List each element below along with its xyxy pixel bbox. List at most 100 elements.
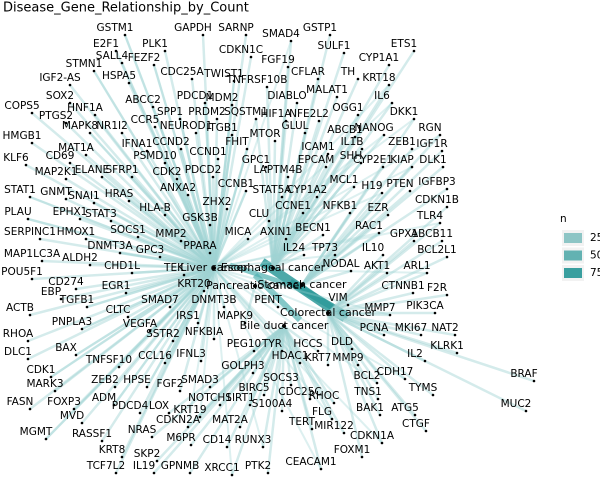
- gene-label: BIRC5: [238, 382, 269, 394]
- edge: [271, 166, 328, 269]
- gene-label: PLAU: [4, 206, 31, 218]
- edge: [327, 311, 426, 363]
- gene-label: CDKN2A: [156, 414, 201, 426]
- gene-node: [155, 459, 159, 463]
- gene-label: TH: [340, 66, 355, 78]
- gene-node: [284, 119, 288, 123]
- heavy-edge: [229, 262, 291, 288]
- edge: [243, 285, 257, 324]
- gene-label: ABCB1: [327, 124, 362, 136]
- edge: [301, 166, 444, 286]
- edge: [301, 190, 411, 286]
- gene-label: MGMT: [20, 426, 53, 438]
- disease-label: Bile duct cancer: [240, 319, 329, 332]
- edge: [301, 254, 336, 286]
- edge: [81, 267, 215, 424]
- gene-node: [148, 329, 152, 333]
- edge: [326, 312, 360, 366]
- gene-node: [386, 213, 390, 217]
- edge: [114, 267, 215, 388]
- edge: [213, 238, 249, 269]
- edge: [153, 64, 215, 269]
- gene-node: [127, 81, 131, 85]
- gene-node: [130, 271, 134, 275]
- edge: [137, 235, 215, 270]
- gene-node: [64, 177, 68, 181]
- gene-label: TERT: [288, 416, 316, 428]
- gene-node: [208, 385, 212, 389]
- gene-label: CDC25C: [278, 386, 321, 398]
- gene-node: [265, 85, 269, 89]
- edge: [301, 148, 413, 286]
- gene-label: MALAT1: [306, 84, 348, 96]
- edge: [327, 293, 448, 315]
- gene-node: [44, 437, 48, 441]
- gene-label: GPNMB: [161, 460, 200, 472]
- edge: [125, 266, 215, 295]
- edge: [60, 266, 215, 301]
- gene-node: [158, 255, 162, 259]
- gene-node: [120, 61, 124, 65]
- edge: [199, 267, 215, 418]
- edge: [238, 325, 286, 428]
- gene-label: NRAS: [128, 424, 157, 436]
- edge: [213, 102, 393, 269]
- gene-node: [356, 77, 360, 81]
- gene-node: [74, 287, 78, 291]
- gene-label: CYP2E1: [353, 154, 393, 166]
- gene-label: COPS5: [4, 100, 39, 112]
- gene-label: CDKN1B: [415, 194, 459, 206]
- edge: [271, 96, 339, 269]
- edge: [213, 190, 247, 269]
- gene-node: [261, 445, 265, 449]
- edge: [271, 52, 346, 269]
- edge: [327, 271, 388, 315]
- edge: [327, 240, 415, 314]
- gene-label: CHD1L: [104, 260, 140, 272]
- gene-label: FHIT: [225, 136, 249, 148]
- gene-node: [433, 311, 437, 315]
- gene-node: [232, 79, 236, 83]
- edge: [280, 325, 286, 412]
- gene-label: MICA: [225, 226, 252, 238]
- gene-label: BCL2L1: [417, 244, 456, 256]
- gene-node: [68, 101, 72, 105]
- edge: [81, 266, 215, 331]
- gene-label: PDCD1: [177, 90, 214, 102]
- gene-label: SOCS3: [263, 372, 299, 384]
- gene-label: KRT7: [305, 352, 332, 364]
- edge: [93, 201, 215, 270]
- gene-label: CLU: [249, 208, 269, 220]
- gene-label: SNAI1: [68, 190, 99, 202]
- gene-node: [445, 255, 449, 259]
- edge: [271, 84, 391, 269]
- gene-label: PENT: [254, 294, 282, 306]
- edge: [213, 267, 335, 404]
- gene-label: S100A4: [252, 398, 293, 410]
- gene-node: [252, 349, 256, 353]
- gene-label: ACTB: [6, 302, 34, 314]
- edge: [171, 267, 216, 342]
- edge: [213, 267, 283, 352]
- edge: [131, 266, 215, 275]
- edge: [271, 196, 319, 269]
- gene-node: [198, 415, 202, 419]
- gene-node: [298, 361, 302, 365]
- gene-label: KRT20: [177, 278, 210, 290]
- edge: [209, 325, 285, 388]
- edge: [300, 118, 416, 286]
- gene-node: [59, 297, 63, 301]
- gene-label: NANOG: [354, 122, 393, 134]
- gene-label: AXIN1: [260, 226, 292, 238]
- gene-node: [152, 471, 156, 475]
- edge: [213, 134, 385, 269]
- gene-label: IFNA1: [122, 138, 153, 150]
- edge: [327, 312, 406, 380]
- gene-node: [203, 101, 207, 105]
- gene-label: TLR4: [416, 210, 444, 222]
- edge: [41, 259, 215, 270]
- gene-node: [385, 271, 389, 275]
- gene-label: STAT5A: [253, 184, 293, 196]
- gene-label: FOXP3: [47, 396, 81, 408]
- gene-label: IFNL3: [176, 348, 206, 360]
